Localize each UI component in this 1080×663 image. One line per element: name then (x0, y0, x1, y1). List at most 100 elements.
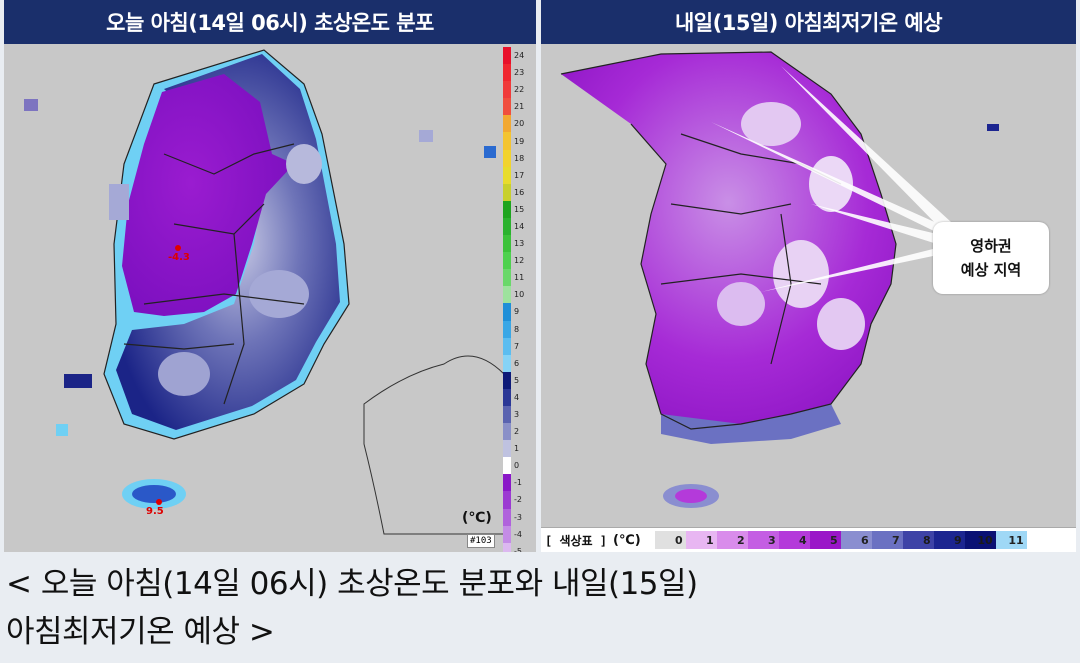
scale-row: 18 (503, 149, 533, 167)
scale-label: 15 (514, 204, 525, 214)
scale-row: 8 (503, 320, 533, 338)
callout-line-1: 영하권 (970, 237, 1012, 255)
left-unit-label: (℃) (462, 510, 492, 526)
scale-swatch (503, 388, 511, 406)
scale-label: -5 (514, 546, 522, 552)
scale-label: -4 (514, 529, 522, 539)
scale-row: 6 (503, 354, 533, 372)
scale-swatch (503, 405, 511, 424)
right-panel-title: 내일(15일) 아침최저기온 예상 (541, 0, 1076, 44)
legend-cell: 1 (685, 531, 717, 549)
scale-row: 24 (503, 47, 533, 65)
legend-cells: 0 1 2 3 4 5 6 7 8 9 10 11 (654, 531, 1027, 549)
sub-zero-region-callout: 영하권 예상 지역 (933, 222, 1049, 294)
scale-swatch (503, 474, 511, 492)
scale-row: 23 (503, 64, 533, 82)
scale-swatch (503, 81, 511, 99)
scale-row: 16 (503, 183, 533, 201)
scale-row: 0 (503, 457, 533, 475)
scale-label: 5 (514, 375, 520, 385)
scale-swatch (503, 508, 511, 526)
scale-swatch (503, 303, 511, 321)
scale-label: 3 (514, 410, 520, 420)
scale-row: 14 (503, 217, 533, 236)
scale-row: 3 (503, 405, 533, 424)
scale-label: 0 (514, 461, 520, 471)
scale-row: 22 (503, 81, 533, 99)
scale-row: 15 (503, 200, 533, 218)
scale-label: -3 (514, 512, 522, 522)
scale-swatch (503, 115, 511, 133)
grass-temperature-map (24, 49, 505, 535)
scale-label: 23 (514, 68, 525, 78)
left-panel-title: 오늘 아침(14일 06시) 초상온도 분포 (4, 0, 536, 44)
legend-cell: 3 (747, 531, 779, 549)
scale-row: 17 (503, 166, 533, 184)
legend-cell: 9 (933, 531, 965, 549)
scale-swatch (503, 47, 511, 65)
legend-cell: 7 (871, 531, 903, 549)
caption-line-1: < 오늘 아침(14일 06시) 초상온도 분포와 내일(15일) (6, 566, 698, 602)
scale-label: -1 (514, 478, 522, 488)
scale-label: 22 (514, 85, 525, 95)
scale-row: 11 (503, 269, 533, 287)
scale-row: 12 (503, 252, 533, 270)
scale-swatch (503, 354, 511, 372)
map-stamp: #103 (467, 534, 495, 548)
scale-label: 13 (514, 239, 525, 249)
inland-min-label: -4.3 (168, 252, 190, 263)
scale-swatch (503, 64, 511, 82)
scale-label: 7 (514, 341, 520, 351)
scale-label: 1 (514, 444, 520, 454)
scale-label: 16 (514, 187, 525, 197)
scale-label: 4 (514, 392, 520, 402)
right-map-area: 영하권 예상 지역 [ 색상표 ] (℃) 0 1 2 3 4 5 6 7 8 9 10 11 (541, 44, 1076, 552)
left-map-panel: 오늘 아침(14일 06시) 초상온도 분포 (4, 0, 536, 552)
scale-label: 2 (514, 427, 520, 437)
scale-label: 14 (514, 221, 525, 231)
scale-swatch (503, 457, 511, 475)
inland-min-marker (175, 245, 181, 251)
scale-row: 5 (503, 371, 533, 389)
scale-row: 10 (503, 286, 533, 304)
scale-label: 8 (514, 324, 520, 334)
scale-swatch (503, 542, 511, 552)
scale-swatch (503, 183, 511, 201)
scale-label: 20 (514, 119, 525, 129)
figure-caption: < 오늘 아침(14일 06시) 초상온도 분포와 내일(15일) 아침최저기온… (6, 560, 1076, 656)
color-legend-bar: [ 색상표 ] (℃) 0 1 2 3 4 5 6 7 8 9 10 11 (541, 527, 1076, 552)
scale-swatch (503, 132, 511, 150)
scale-label: 24 (514, 51, 525, 61)
scale-label: 17 (514, 170, 525, 180)
scale-swatch (503, 200, 511, 218)
jeju-marker (156, 499, 162, 505)
callout-line-2: 예상 지역 (960, 261, 1022, 279)
scale-label: 6 (514, 358, 520, 368)
legend-cell: 8 (902, 531, 934, 549)
scale-label: 10 (514, 290, 525, 300)
scale-row: 19 (503, 132, 533, 150)
scale-row: -2 (503, 491, 533, 509)
scale-row: 2 (503, 423, 533, 441)
scale-row: 13 (503, 235, 533, 253)
scale-row: 4 (503, 388, 533, 406)
legend-cell: 11 (995, 531, 1027, 549)
scale-row: -4 (503, 525, 533, 543)
scale-swatch (503, 98, 511, 116)
scale-row: 1 (503, 440, 533, 458)
scale-row: 21 (503, 98, 533, 116)
scale-row: 7 (503, 337, 533, 355)
scale-swatch (503, 166, 511, 184)
scale-swatch (503, 440, 511, 458)
scale-label: 21 (514, 102, 525, 112)
legend-cell: 10 (964, 531, 996, 549)
jeju-label: 9.5 (146, 506, 164, 517)
scale-swatch (503, 371, 511, 389)
scale-swatch (503, 269, 511, 287)
scale-label: 11 (514, 273, 525, 283)
scale-label: 19 (514, 136, 525, 146)
left-map-area: -4.3 9.5 24 23 22 21 20 19 18 17 16 15 14 13 12 11 10 9… (4, 44, 536, 552)
right-map-panel: 내일(15일) 아침최저기온 예상 (541, 0, 1076, 552)
scale-label: 18 (514, 153, 525, 163)
scale-row: 20 (503, 115, 533, 133)
